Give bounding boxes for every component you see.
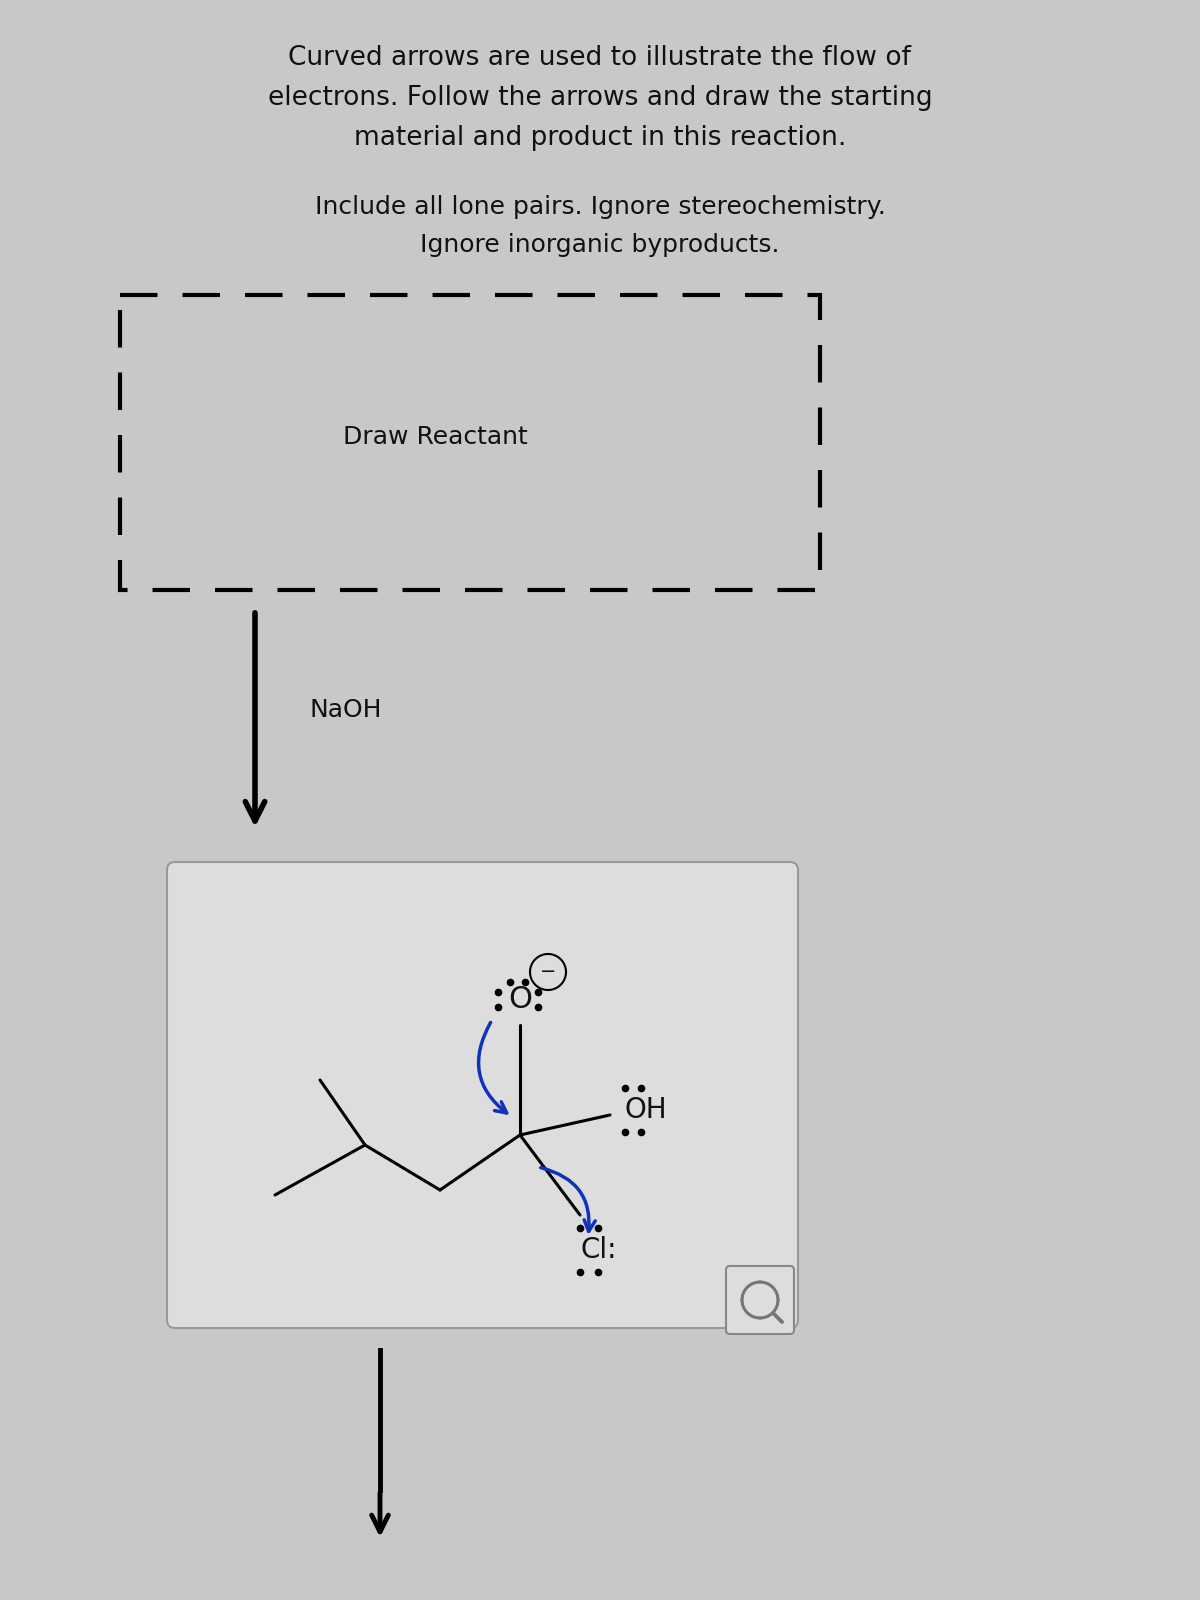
Text: O: O	[508, 986, 532, 1014]
Text: Cl:: Cl:	[580, 1235, 617, 1264]
Text: material and product in this reaction.: material and product in this reaction.	[354, 125, 846, 150]
Text: Ignore inorganic byproducts.: Ignore inorganic byproducts.	[420, 234, 780, 258]
Text: −: −	[540, 963, 556, 981]
Text: Draw Reactant: Draw Reactant	[343, 424, 527, 448]
Text: Include all lone pairs. Ignore stereochemistry.: Include all lone pairs. Ignore stereoche…	[314, 195, 886, 219]
Text: electrons. Follow the arrows and draw the starting: electrons. Follow the arrows and draw th…	[268, 85, 932, 110]
FancyBboxPatch shape	[167, 862, 798, 1328]
FancyBboxPatch shape	[726, 1266, 794, 1334]
Text: Curved arrows are used to illustrate the flow of: Curved arrows are used to illustrate the…	[288, 45, 912, 70]
Text: NaOH: NaOH	[310, 698, 383, 722]
Bar	[120, 294, 820, 590]
Text: OH: OH	[625, 1096, 667, 1123]
